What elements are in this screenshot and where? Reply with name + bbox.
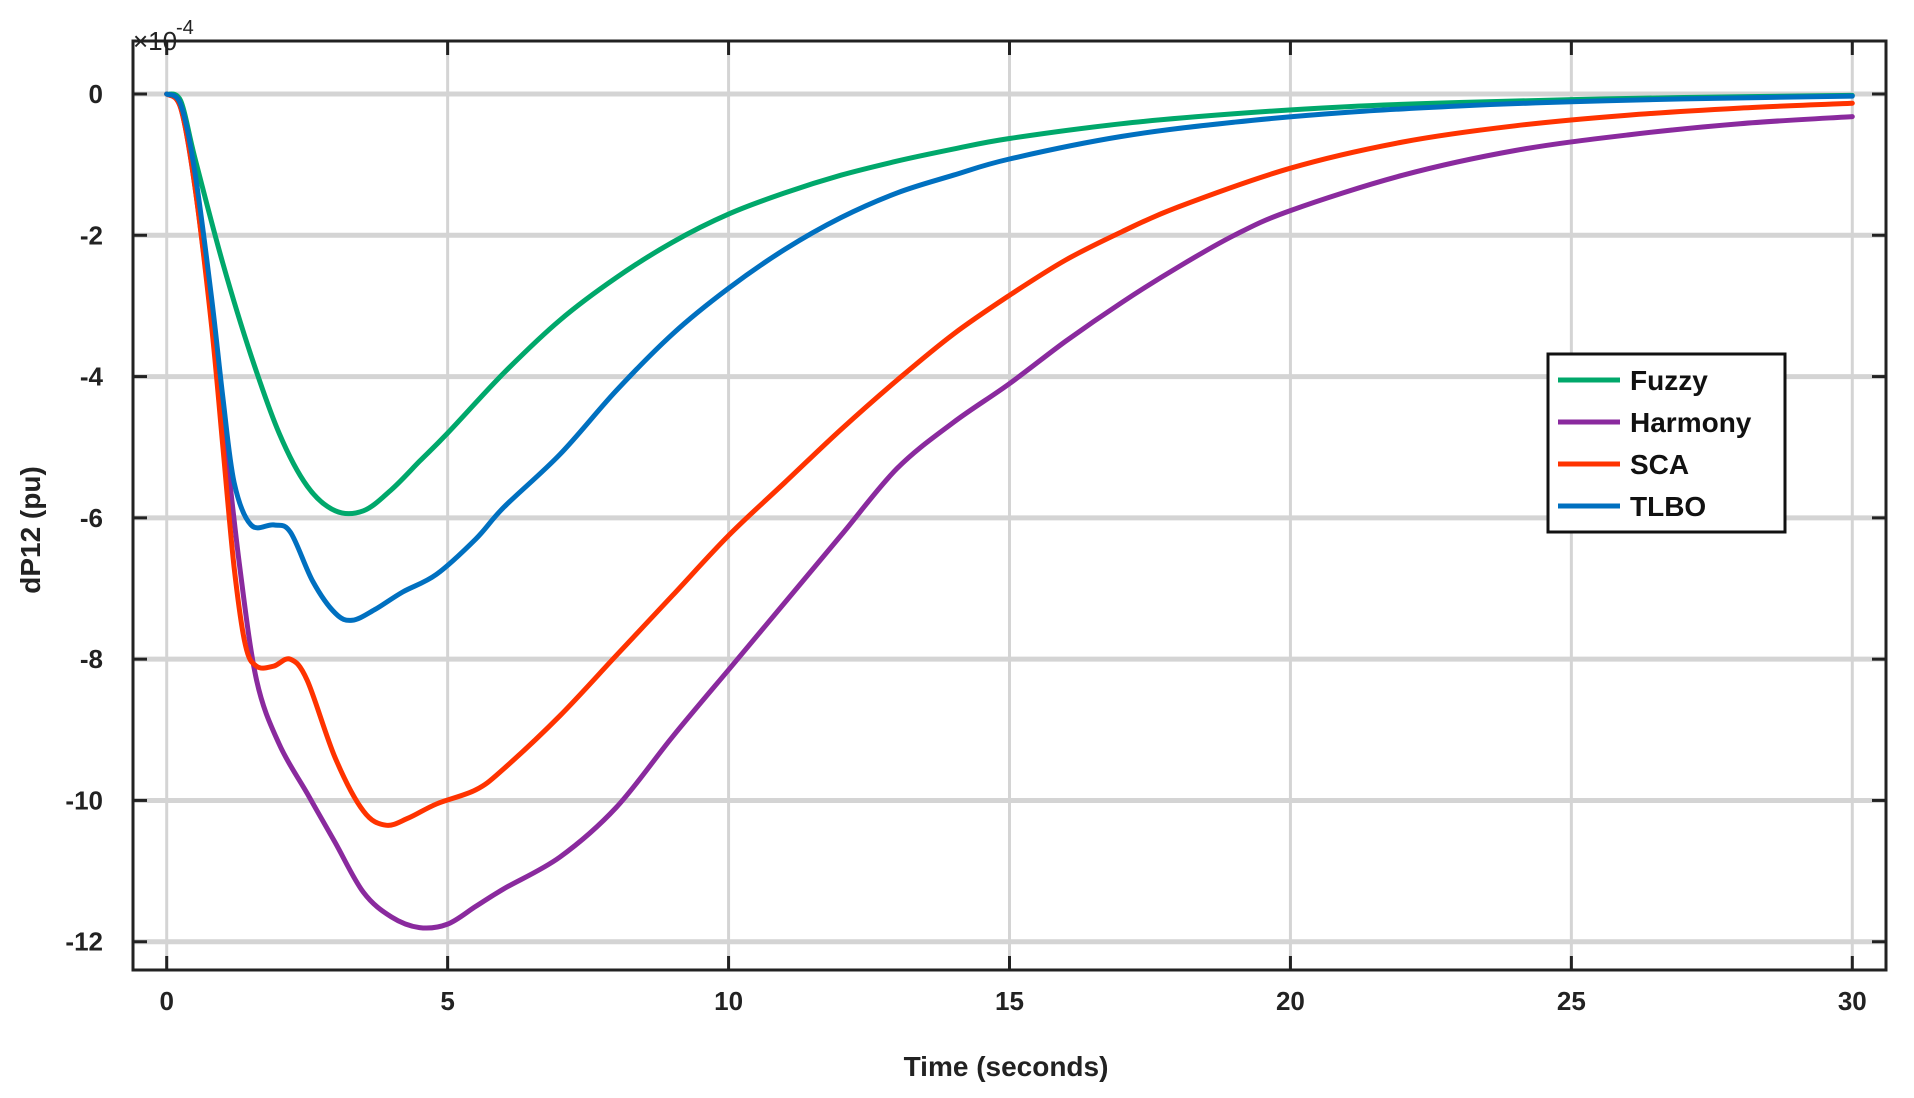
legend-label-tlbo: TLBO bbox=[1630, 491, 1706, 522]
x-tick-label: 10 bbox=[714, 986, 743, 1016]
legend-label-fuzzy: Fuzzy bbox=[1630, 365, 1708, 396]
y-tick-label: -6 bbox=[80, 503, 103, 533]
x-tick-label: 20 bbox=[1276, 986, 1305, 1016]
x-axis-title: Time (seconds) bbox=[904, 1051, 1109, 1082]
legend-items: Fuzzy Harmony SCA TLBO bbox=[1558, 365, 1752, 522]
y-axis-title: dP12 (pu) bbox=[15, 466, 46, 594]
series-line-harmony bbox=[164, 91, 1855, 931]
tick-labels: 0 5 10 15 20 25 30 0 -2 -4 -6 -8 -10 -12 bbox=[65, 79, 1866, 1016]
y-tick-label: -2 bbox=[80, 220, 103, 250]
y-tick-label: -10 bbox=[65, 785, 103, 815]
y-exponent-power: -4 bbox=[176, 17, 194, 39]
y-exponent-base: ×10 bbox=[133, 26, 177, 56]
legend: Fuzzy Harmony SCA TLBO bbox=[1546, 352, 1787, 534]
series-lines bbox=[164, 91, 1855, 931]
series-line-tlbo bbox=[164, 91, 1855, 623]
legend-box bbox=[1546, 352, 1787, 534]
series-line-sca bbox=[164, 91, 1855, 828]
x-tick-label: 15 bbox=[995, 986, 1024, 1016]
y-tick-label: -8 bbox=[80, 644, 103, 674]
series-line-fuzzy bbox=[164, 91, 1855, 517]
x-tick-label: 25 bbox=[1557, 986, 1586, 1016]
y-tick-label: -12 bbox=[65, 927, 103, 957]
y-tick-label: 0 bbox=[89, 79, 103, 109]
legend-label-sca: SCA bbox=[1630, 449, 1689, 480]
legend-label-harmony: Harmony bbox=[1630, 407, 1752, 438]
x-tick-label: 5 bbox=[440, 986, 454, 1016]
y-tick-label: -4 bbox=[80, 362, 104, 392]
axis-ticks bbox=[133, 41, 1886, 970]
x-tick-label: 0 bbox=[159, 986, 173, 1016]
x-tick-label: 30 bbox=[1838, 986, 1867, 1016]
